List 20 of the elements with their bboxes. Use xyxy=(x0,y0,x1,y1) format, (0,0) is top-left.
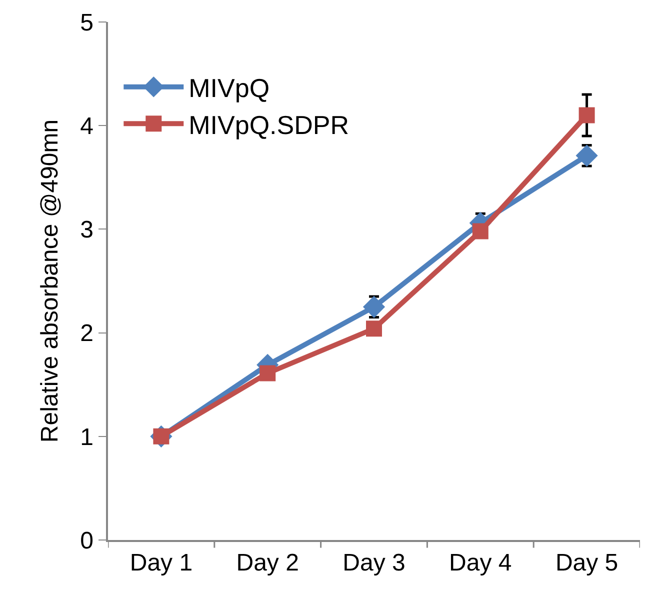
y-tick-label: 5 xyxy=(80,9,94,36)
y-axis-title: Relative absorbance @490mn xyxy=(36,119,64,443)
x-tick-label: Day 5 xyxy=(555,550,618,577)
point xyxy=(576,144,598,167)
point xyxy=(260,365,276,382)
y-tick-label: 2 xyxy=(80,320,94,348)
y-tick-label: 3 xyxy=(80,216,94,244)
legend-label: MIVpQ xyxy=(188,72,270,103)
x-tick-label: Day 3 xyxy=(342,550,406,577)
x-tick-label: Day 1 xyxy=(130,550,193,577)
point xyxy=(366,320,382,337)
x-tick-label: Day 2 xyxy=(236,550,299,577)
point xyxy=(578,107,595,124)
y-tick-label: 1 xyxy=(80,424,94,451)
y-tick-label: 0 xyxy=(80,527,94,554)
point xyxy=(472,223,488,240)
x-tick-label: Day 4 xyxy=(449,550,512,577)
point xyxy=(362,296,386,318)
y-tick-label: 4 xyxy=(80,113,94,140)
legend-label: MIVpQ.SDPR xyxy=(188,110,350,140)
